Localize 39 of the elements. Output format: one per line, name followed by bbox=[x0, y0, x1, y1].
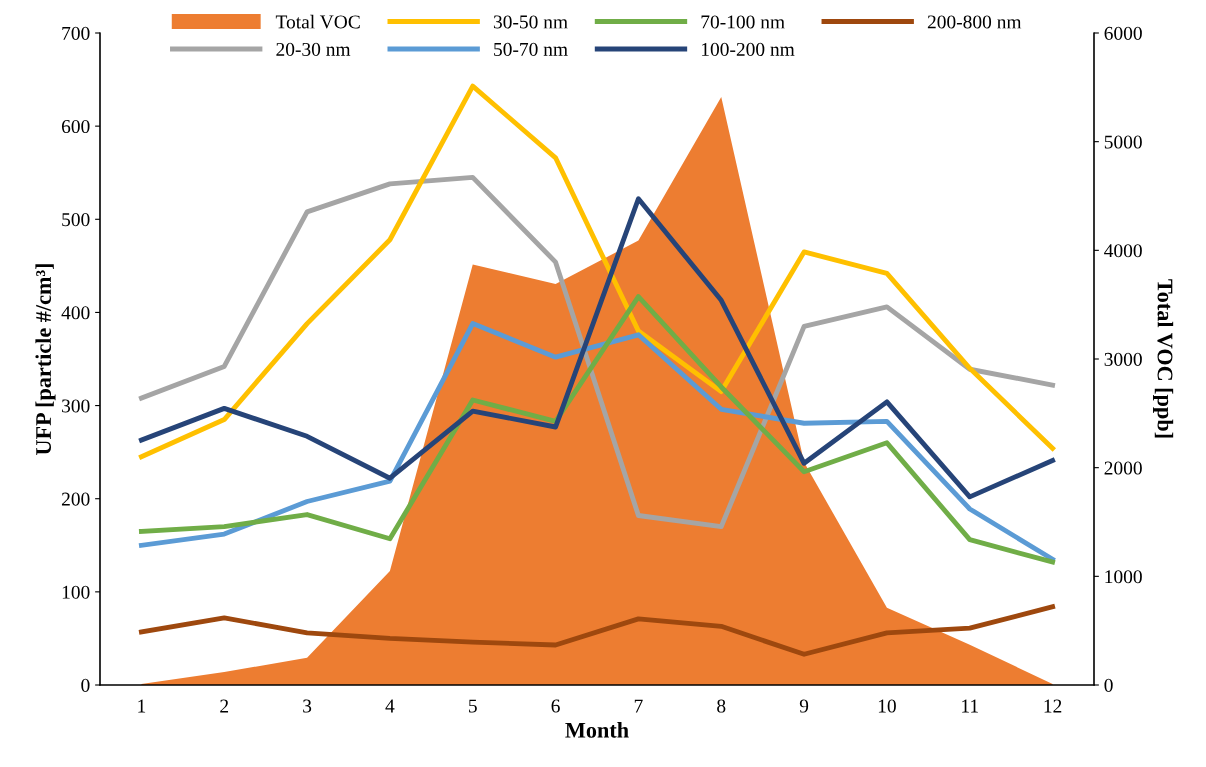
y-tick-label: 400 bbox=[61, 306, 90, 320]
y2-tick-label: 0 bbox=[1104, 678, 1113, 692]
x-tick-label: 8 bbox=[717, 699, 726, 713]
x-tick-label: 2 bbox=[220, 699, 229, 713]
y2-tick-label: 4000 bbox=[1104, 244, 1142, 258]
y-tick-label: 700 bbox=[62, 26, 90, 40]
x-axis-title: Month bbox=[565, 722, 629, 738]
line-series bbox=[138, 83, 1056, 460]
legend-label: 30-50 nm bbox=[493, 15, 568, 29]
x-tick-label: 5 bbox=[469, 699, 477, 713]
legend-label: 200-800 nm bbox=[927, 15, 1022, 29]
x-tick-label: 11 bbox=[962, 699, 978, 713]
y2-tick-label: 6000 bbox=[1104, 26, 1142, 40]
y2-tick-label: 2000 bbox=[1104, 461, 1142, 475]
legend-label: 50-70 nm bbox=[494, 42, 568, 56]
y-tick-label: 100 bbox=[62, 585, 90, 599]
x-tick-label: 10 bbox=[878, 699, 896, 713]
y2-tick-label: 1000 bbox=[1105, 570, 1142, 584]
line-series bbox=[138, 604, 1056, 657]
y2-tick-label: 5000 bbox=[1104, 135, 1142, 149]
y-tick-label: 0 bbox=[81, 678, 90, 692]
x-tick-label: 9 bbox=[799, 699, 809, 713]
x-tick-label: 3 bbox=[303, 699, 312, 713]
x-tick-label: 7 bbox=[634, 699, 643, 713]
y-axis-title: UFP [particle #/cm³] bbox=[35, 264, 56, 455]
legend-label: 20-30 nm bbox=[276, 42, 351, 56]
legend-label: 100-200 nm bbox=[701, 42, 795, 56]
y-tick-label: 600 bbox=[61, 119, 90, 134]
x-tick-label: 6 bbox=[551, 699, 560, 713]
x-tick-label: 1 bbox=[138, 699, 146, 713]
y-tick-label: 200 bbox=[61, 492, 90, 506]
y-tick-label: 500 bbox=[62, 213, 90, 227]
y-tick-label: 300 bbox=[62, 399, 90, 413]
legend-label: 70-100 nm bbox=[701, 15, 785, 29]
x-tick-label: 4 bbox=[385, 699, 395, 713]
y2-tick-label: 3000 bbox=[1104, 352, 1142, 366]
y2-axis-title: Total VOC [ppb] bbox=[1153, 279, 1174, 438]
x-tick-label: 12 bbox=[1044, 699, 1062, 713]
legend-label: Total VOC bbox=[275, 14, 360, 29]
